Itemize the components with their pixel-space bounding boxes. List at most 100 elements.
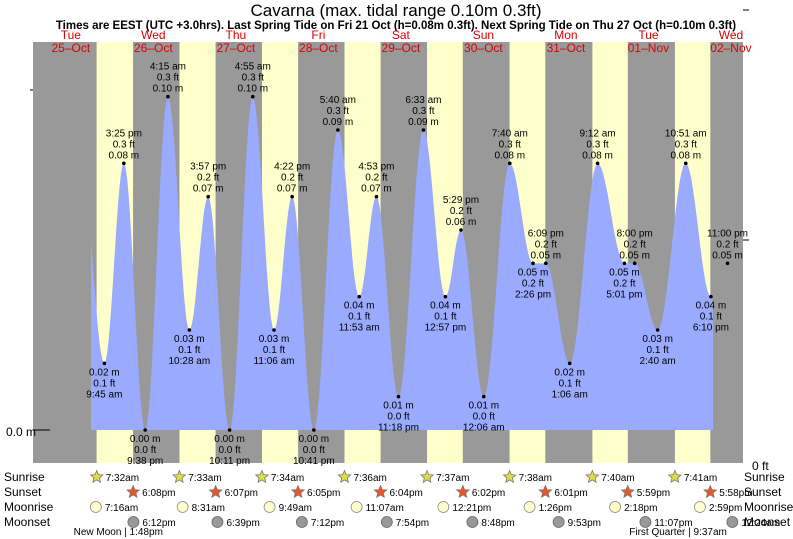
tide-label-m: 0.05 m [531,250,562,261]
sunset-icon [455,484,471,499]
tide-label-time: 6:33 am [405,95,441,106]
moonset-icon [552,516,565,528]
sunset-time: 5:59pm [637,488,670,499]
sunrise-time: 7:37am [436,473,469,484]
tide-point [166,94,170,99]
sunrise-time: 7:40am [601,473,634,484]
tide-label-ft: 0.3 ft [113,139,135,150]
tide-label-ft: 0.2 ft [281,173,303,184]
sunset-icon [538,484,553,499]
moonrise-icon [176,501,189,513]
tide-label-ft: 0.0 ft [473,412,495,423]
day-weekday-label: Tue [638,28,659,42]
tide-point [622,261,627,266]
moonrise-icon [609,501,621,513]
tide-point [531,261,535,266]
tide-label-ft: 0.0 ft [387,412,409,423]
moonrise-time: 9:49am [279,503,312,514]
moonset-icon [295,516,308,528]
tide-label-time: 2:26 pm [515,289,551,300]
tide-label-m: 0.05 m [712,250,743,261]
row-label-left: Sunrise [4,470,45,484]
tide-label-m: 0.09 m [408,117,439,128]
moon-phase-label: First Quarter | 9:37am [629,527,727,538]
sunset-time: 6:02pm [472,488,505,499]
tide-point [443,294,448,299]
moonset-icon [639,516,652,528]
sunrise-time: 7:41am [684,473,717,484]
moonrise-icon [523,501,536,513]
y-axis-label-right: 0 ft [752,459,769,473]
tide-label-time: 5:40 am [320,95,356,106]
tide-label-m: 0.07 m [277,184,308,195]
tide-curve [91,96,713,430]
tide-label-m: 0.00 m [299,434,330,445]
tide-point [143,428,147,432]
day-date-label: 26–Oct [134,41,173,55]
tide-label-m: 0.05 m [619,250,650,261]
tide-label-m: 0.04 m [344,301,375,312]
tide-label-ft: 0.2 ft [197,173,219,184]
tide-label-time: 4:53 pm [358,162,394,173]
moonrise-time: 7:16am [105,503,138,514]
tide-label-ft: 0.1 ft [93,378,115,389]
tide-label-ft: 0.2 ft [365,173,387,184]
tide-label-ft: 0.2 ft [613,278,635,289]
moonrise-icon [694,501,706,513]
chart-title: Cavarna (max. tidal range 0.10m 0.3ft) [250,1,541,20]
tide-label-m: 0.08 m [582,150,613,161]
tide-label-time: 10:51 am [665,128,707,139]
tide-label-time: 12:06 am [463,423,505,434]
sunrise-time: 7:36am [354,473,387,484]
moonset-time: 6:12pm [142,518,175,529]
tide-point [187,328,192,332]
tide-label-m: 0.07 m [361,184,392,195]
moonset-icon [466,516,479,528]
tide-point [725,261,730,266]
sunrise-icon [502,469,517,484]
sunset-time: 6:01pm [554,488,587,499]
tide-label-m: 0.00 m [130,434,161,445]
sunset-time: 6:08pm [142,488,175,499]
tide-point [272,328,276,332]
tide-point [312,428,316,432]
row-label-left: Moonrise [4,500,54,514]
tide-label-time: 11:53 am [339,323,380,334]
tide-label-ft: 0.0 ft [303,445,325,456]
moonset-icon [726,516,739,528]
moonset-time: 7:12pm [311,518,344,529]
tide-label-time: 4:55 am [235,62,271,73]
moonset-time: 7:54pm [396,518,429,529]
tide-point [567,361,572,366]
moonset-icon [127,516,140,528]
tide-point [206,194,210,199]
tide-point [683,161,688,166]
tide-label-ft: 0.2 ft [716,239,738,250]
day-date-label: 29–Oct [382,41,421,55]
tide-point [357,294,362,299]
tide-label-time: 11:18 pm [378,423,419,434]
tide-label-m: 0.08 m [670,150,701,161]
tide-label-m: 0.01 m [383,401,414,412]
day-weekday-label: Fri [311,28,325,42]
chart-subtitle: Times are EEST (UTC +3.0hrs). Last Sprin… [56,20,736,32]
tide-label-ft: 0.2 ft [624,239,646,250]
moon-phase-label: New Moon | 1:48pm [74,527,163,538]
tide-point [336,128,340,132]
tide-label-m: 0.04 m [696,301,727,312]
tide-label-ft: 0.3 ft [157,73,179,84]
tide-label-time: 6:10 pm [693,323,729,334]
moonset-time: 8:48pm [481,518,514,529]
row-label-left: Moonset [4,515,51,529]
day-weekday-label: Tue [61,28,82,42]
tide-label-time: 9:12 am [579,128,615,139]
tide-point [290,194,294,199]
sunset-icon [373,484,388,499]
moonrise-icon [263,501,276,513]
tide-label-ft: 0.2 ft [522,278,544,289]
tide-point [481,394,486,399]
tide-label-ft: 0.3 ft [499,139,521,150]
moonset-icon [211,516,224,528]
